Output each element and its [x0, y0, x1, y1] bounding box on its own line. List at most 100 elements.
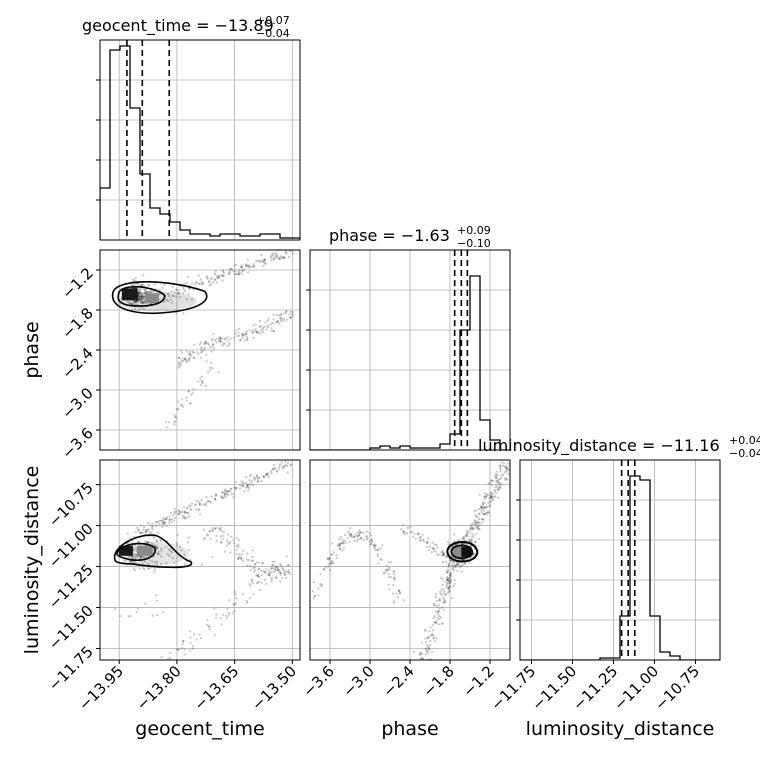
sample-point: [283, 257, 286, 260]
sample-point: [239, 487, 242, 490]
sample-point: [272, 313, 275, 316]
sample-point: [449, 575, 453, 578]
sample-point: [222, 274, 225, 277]
sample-point: [495, 491, 498, 494]
sample-point: [203, 343, 206, 346]
sample-point: [213, 497, 217, 500]
histogram-step-luminosity_distance: [520, 475, 720, 660]
sample-point: [129, 614, 132, 618]
sample-point: [159, 562, 162, 565]
sample-point: [246, 339, 249, 342]
sample-point: [463, 542, 466, 546]
sample-point: [155, 524, 158, 528]
sample-point: [160, 555, 163, 558]
sample-point: [187, 390, 191, 393]
sample-point: [227, 490, 231, 493]
sample-point: [286, 461, 289, 465]
sample-point: [289, 573, 292, 576]
sample-point: [470, 538, 473, 541]
sample-point: [436, 546, 439, 550]
sample-point: [446, 582, 449, 585]
sample-point: [213, 272, 216, 275]
sample-point: [248, 483, 251, 486]
sample-point: [462, 542, 465, 546]
sample-point: [139, 301, 142, 304]
sample-point: [255, 475, 258, 478]
sample-point: [222, 343, 225, 346]
sample-point: [204, 384, 207, 387]
sample-point: [243, 333, 246, 336]
sample-point: [142, 295, 145, 298]
sample-point: [481, 518, 484, 521]
sample-point: [433, 615, 436, 618]
sample-point: [329, 560, 333, 563]
sample-point: [183, 653, 186, 656]
sample-point: [453, 540, 456, 543]
sample-point: [280, 461, 283, 464]
sample-point: [256, 573, 259, 576]
ytick-label-luminosity_distance: −11.50: [45, 602, 97, 654]
sample-point: [338, 538, 341, 541]
panel-frame: [519, 459, 721, 661]
sample-point: [497, 478, 500, 481]
sample-point: [189, 641, 192, 644]
sample-point: [174, 420, 177, 423]
sample-point: [275, 566, 278, 569]
sample-point: [248, 479, 251, 482]
sample-point: [405, 532, 409, 535]
sample-point: [138, 555, 141, 558]
sample-point: [159, 539, 162, 542]
sample-point: [133, 301, 137, 304]
sample-point: [322, 568, 326, 571]
sample-point: [199, 636, 202, 640]
sample-point: [392, 584, 395, 587]
sample-point: [222, 270, 225, 273]
sample-point: [356, 531, 359, 534]
sample-point: [368, 540, 371, 544]
sample-point: [447, 562, 450, 565]
sample-point: [138, 297, 141, 300]
sample-point: [198, 500, 201, 503]
sample-point: [433, 640, 436, 643]
sample-point: [191, 392, 194, 395]
sample-point: [223, 492, 226, 495]
sample-point: [239, 271, 242, 274]
sample-point: [177, 513, 181, 516]
sample-point: [348, 527, 352, 530]
sample-point: [184, 358, 187, 361]
sample-point: [254, 323, 257, 326]
sample-point: [156, 552, 159, 555]
sample-point: [474, 520, 477, 523]
sample-point: [267, 569, 270, 572]
sample-point: [456, 561, 459, 565]
sample-point: [425, 541, 428, 544]
sample-point: [265, 571, 268, 574]
sample-point: [500, 474, 503, 477]
sample-point: [471, 527, 474, 530]
sample-point: [280, 256, 284, 259]
sample-point: [198, 633, 201, 636]
sample-point: [258, 580, 261, 584]
sample-point: [497, 496, 500, 499]
panel-content: [113, 460, 293, 660]
sample-point: [236, 273, 240, 276]
sample-point: [201, 281, 204, 285]
sample-point: [134, 282, 137, 285]
sample-point: [279, 463, 282, 466]
sample-point: [331, 559, 334, 563]
sample-point: [313, 597, 316, 600]
sample-point: [445, 578, 449, 581]
sample-point: [241, 484, 244, 487]
sample-point: [279, 255, 282, 258]
sample-point: [274, 565, 277, 568]
sample-point: [284, 570, 287, 573]
sample-point: [484, 513, 487, 516]
sample-point: [466, 532, 469, 535]
panel-content: [312, 461, 510, 660]
sample-point: [434, 593, 438, 596]
sample-point: [215, 613, 218, 616]
sample-point: [432, 637, 435, 640]
sample-point: [164, 299, 167, 302]
sample-point: [433, 549, 436, 552]
sample-point: [280, 318, 283, 321]
